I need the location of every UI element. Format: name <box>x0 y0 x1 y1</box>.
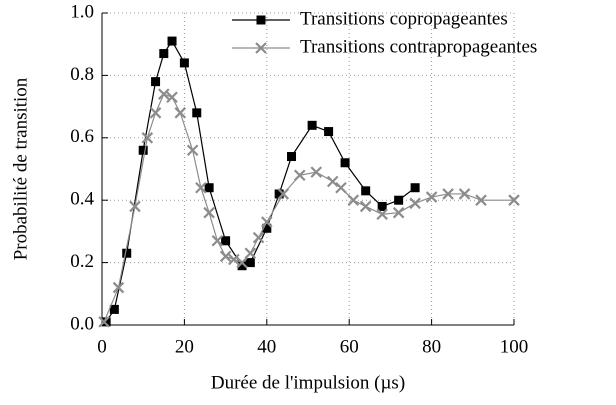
marker <box>221 236 231 246</box>
marker <box>277 188 290 200</box>
legend-marker <box>256 15 266 25</box>
marker <box>237 261 247 271</box>
legend-marker <box>255 42 267 54</box>
y-tick-label: 0.0 <box>70 313 94 334</box>
y-axis-title: Probabilité de transition <box>10 77 31 260</box>
marker <box>122 248 132 258</box>
y-tick-label: 0.2 <box>70 251 94 272</box>
x-tick-label: 20 <box>175 336 194 357</box>
marker <box>141 132 154 144</box>
marker <box>310 166 323 178</box>
marker <box>98 316 110 328</box>
marker <box>293 169 306 182</box>
marker <box>347 194 360 206</box>
marker <box>179 58 189 68</box>
legend-label: Transitions contrapropageantes <box>300 36 537 57</box>
marker <box>376 208 388 221</box>
marker <box>129 200 141 213</box>
marker <box>326 175 339 188</box>
marker <box>410 183 420 193</box>
marker <box>151 77 161 87</box>
y-tick-label: 1.0 <box>70 1 94 22</box>
marker <box>195 181 207 194</box>
x-tick-label: 100 <box>500 336 529 357</box>
marker <box>361 186 371 196</box>
marker <box>244 247 257 260</box>
marker <box>112 281 125 294</box>
marker <box>236 256 248 269</box>
marker <box>409 197 421 210</box>
marker <box>394 195 404 205</box>
marker <box>340 158 350 168</box>
marker <box>203 206 215 219</box>
marker <box>167 36 177 46</box>
marker <box>101 317 111 327</box>
marker <box>475 194 487 206</box>
marker <box>174 107 187 119</box>
x-tick-label: 40 <box>257 336 276 357</box>
marker <box>307 120 317 130</box>
marker <box>508 194 520 206</box>
marker <box>335 181 347 194</box>
marker <box>166 91 178 104</box>
x-tick-label: 80 <box>422 336 441 357</box>
legend-label: Transitions copropageantes <box>300 8 508 29</box>
marker <box>109 304 119 314</box>
marker <box>442 188 454 200</box>
x-tick-label: 60 <box>340 336 359 357</box>
marker <box>262 223 272 233</box>
marker <box>204 183 214 193</box>
y-tick-label: 0.8 <box>70 64 94 85</box>
x-axis-title: Durée de l'impulsion (µs) <box>211 372 405 393</box>
marker <box>252 231 265 244</box>
x-tick-label: 0 <box>97 336 107 357</box>
marker <box>219 250 232 263</box>
marker <box>359 200 372 213</box>
marker <box>159 49 169 59</box>
marker <box>158 88 170 100</box>
marker <box>392 206 405 219</box>
marker <box>287 152 297 162</box>
marker <box>149 107 162 119</box>
marker <box>138 145 148 155</box>
marker <box>228 253 240 266</box>
marker <box>377 201 387 211</box>
marker <box>274 189 284 199</box>
marker <box>186 144 199 157</box>
marker <box>458 188 471 200</box>
y-tick-label: 0.6 <box>70 126 94 147</box>
marker <box>192 108 202 118</box>
marker <box>425 191 438 203</box>
y-tick-label: 0.4 <box>70 189 94 210</box>
marker <box>245 258 255 268</box>
marker <box>211 234 224 247</box>
marker <box>261 216 273 228</box>
marker <box>324 127 334 137</box>
